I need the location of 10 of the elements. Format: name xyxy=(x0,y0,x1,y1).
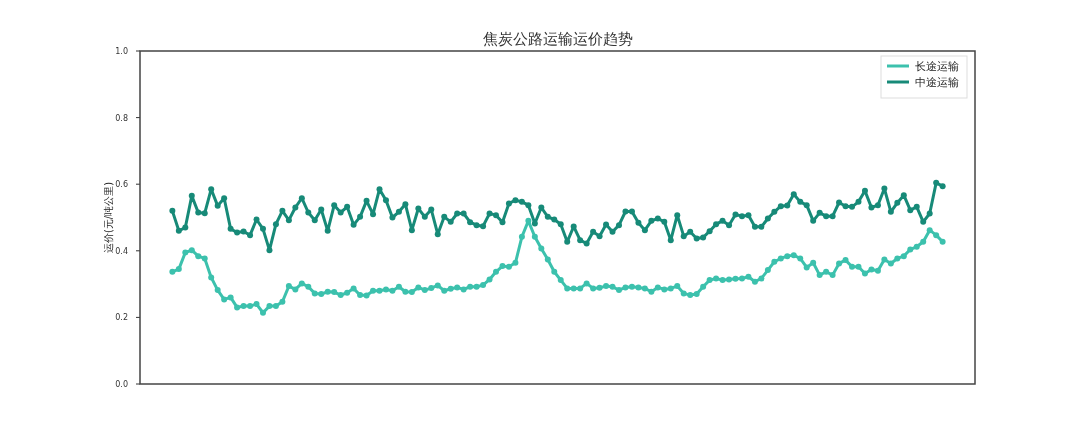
y-tick-label: 0.6 xyxy=(115,180,128,190)
legend-label: 中途运输 xyxy=(915,76,959,89)
y-tick-label: 0.4 xyxy=(115,246,128,256)
y-tick-label: 0.2 xyxy=(115,313,128,323)
chart-title: 焦炭公路运输运价趋势 xyxy=(482,30,633,48)
y-tick-label: 0.8 xyxy=(115,113,128,123)
y-tick-label: 0.0 xyxy=(115,380,128,389)
y-axis-title: 运价(元/吨公里) xyxy=(103,181,114,254)
legend-label: 长途运输 xyxy=(915,60,959,73)
y-tick-label: 1.0 xyxy=(115,47,128,56)
